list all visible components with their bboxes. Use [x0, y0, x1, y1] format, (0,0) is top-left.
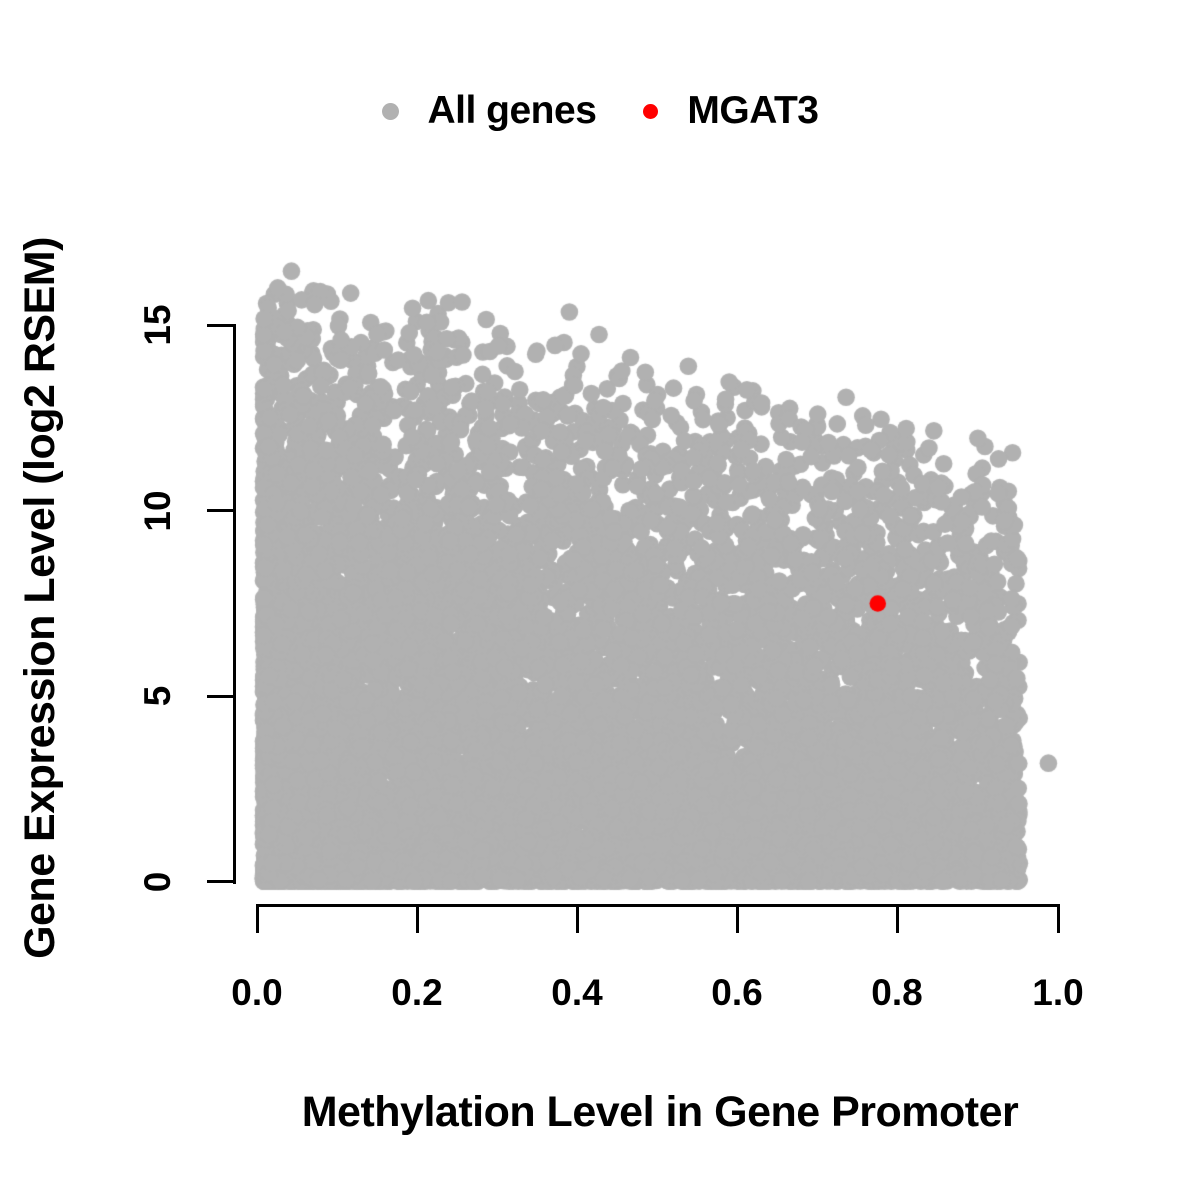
y-tick-label-15: 15 [137, 304, 178, 346]
y-tick-15 [207, 324, 235, 327]
y-tick-label-5: 5 [137, 685, 178, 707]
y-tick-10 [207, 509, 235, 512]
y-tick-0 [207, 880, 235, 883]
x-tick-label-0.0: 0.0 [231, 972, 283, 1013]
x-tick-label-0.4: 0.4 [551, 972, 603, 1013]
x-tick-0.6 [736, 905, 739, 933]
x-tick-label-0.6: 0.6 [711, 972, 763, 1013]
legend-label-all-genes: All genes [427, 89, 597, 132]
legend: All genes MGAT3 [0, 89, 1200, 133]
x-axis-line [256, 904, 1060, 907]
legend-label-mgat3: MGAT3 [687, 89, 819, 132]
x-tick-0.0 [256, 905, 259, 933]
x-tick-0.2 [416, 905, 419, 933]
y-axis-title: Gene Expression Level (log2 RSEM) [16, 237, 64, 959]
mgat3-dot-icon [643, 103, 659, 119]
y-axis-line [233, 324, 236, 884]
x-tick-label-0.2: 0.2 [391, 972, 443, 1013]
legend-item-all-genes: All genes [381, 89, 597, 133]
x-tick-0.4 [576, 905, 579, 933]
y-tick-label-0: 0 [137, 871, 178, 893]
y-tick-label-10: 10 [137, 490, 178, 532]
x-tick-label-0.8: 0.8 [871, 972, 923, 1013]
y-tick-5 [207, 695, 235, 698]
x-axis-title: Methylation Level in Gene Promoter [301, 1088, 1019, 1136]
x-tick-label-1.0: 1.0 [1032, 972, 1084, 1013]
x-tick-1.0 [1057, 905, 1060, 933]
all-genes-dot-icon [381, 102, 399, 120]
legend-item-mgat3: MGAT3 [643, 89, 819, 133]
x-tick-0.8 [896, 905, 899, 933]
